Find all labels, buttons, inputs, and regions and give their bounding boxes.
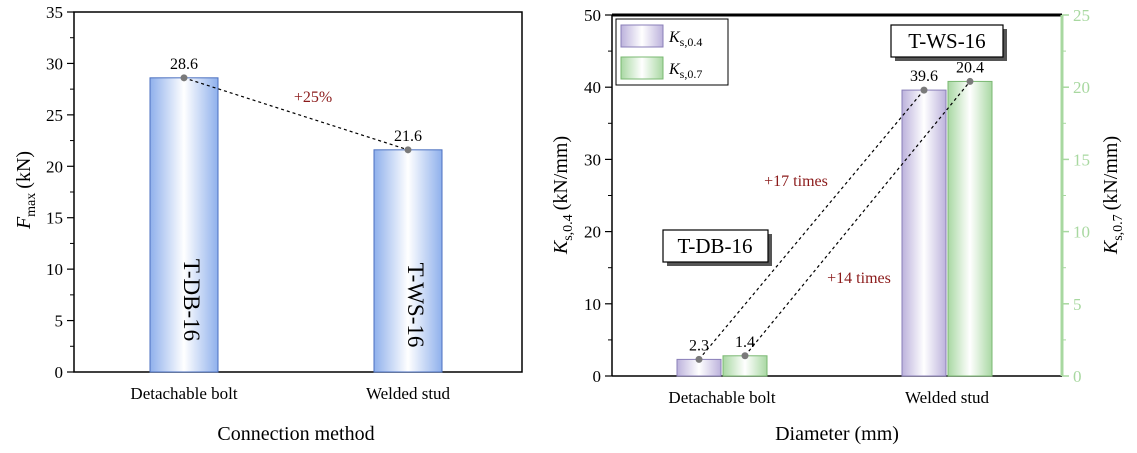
right-marker-ks07-1: [966, 77, 974, 85]
boxed-label-box: [662, 229, 769, 263]
left-y-tick-label: 35: [46, 3, 63, 22]
left-marker-detachable-bolt: [180, 74, 188, 82]
right-marker-ks07-0: [741, 352, 749, 360]
right-left-y-tick-label: 50: [584, 6, 601, 25]
boxed-label-box: [890, 24, 1004, 58]
left-y-tick-label: 20: [46, 157, 63, 176]
right-boxed-label-t-ws-16: T-WS-16: [890, 24, 1007, 61]
right-left-y-tick-label: 0: [593, 367, 602, 386]
right-left-y-tick-label: 10: [584, 295, 601, 314]
right-annotation-ks07: +14 times: [827, 270, 891, 287]
right-left-y-title-sub: s,0.4: [561, 214, 576, 240]
left-category-label-0: Detachable bolt: [130, 384, 237, 403]
right-right-y-tick-label: 0: [1073, 367, 1082, 386]
left-plot-frame: [73, 11, 523, 373]
boxed-label-text: T-DB-16: [677, 234, 752, 258]
right-right-y-tick-label: 15: [1073, 150, 1090, 169]
left-chart: 0 5 10 15 20 25 30 35 28.6 21.6 +25% T-DB-16 T-…: [13, 3, 523, 445]
left-y-tick-label: 30: [46, 54, 63, 73]
right-bar-ks04-welded-stud: [901, 89, 947, 377]
left-bar-detachable-bolt: [149, 77, 219, 373]
legend-swatch-ks04: [620, 24, 664, 48]
right-right-y-tick-label: 25: [1073, 6, 1090, 25]
right-value-label-ks07-0: 1.4: [735, 334, 755, 351]
left-increase-annotation: +25%: [294, 89, 332, 106]
right-right-y-title-main: K: [1100, 239, 1122, 255]
left-y-tick-label: 10: [46, 260, 63, 279]
right-annotation-ks04: +17 times: [764, 173, 828, 190]
left-y-axis: 0 5 10 15 20 25 30 35: [46, 3, 74, 382]
left-y-title-sub: max: [24, 193, 39, 217]
left-bar-label-1: T-WS-16: [403, 263, 428, 348]
left-x-axis-title: Connection method: [217, 423, 374, 445]
right-value-label-ks04-1: 39.6: [910, 68, 938, 85]
boxed-label-text: T-WS-16: [908, 29, 985, 53]
left-value-label-1: 21.6: [394, 128, 422, 145]
right-value-label-ks07-1: 20.4: [956, 59, 984, 76]
legend-label-ks04-main: K: [668, 29, 681, 46]
legend-label-ks07: Ks,0.7: [668, 61, 702, 81]
right-y-axes: 0 10 20 30 40 50 0 5 10 15 20 25: [584, 6, 1090, 386]
right-category-label-1: Welded stud: [905, 388, 990, 407]
right-marker-ks04-0: [695, 355, 703, 363]
left-y-tick-label: 25: [46, 106, 63, 125]
right-right-y-tick-label: 20: [1073, 78, 1090, 97]
left-category-label-1: Welded stud: [366, 384, 451, 403]
legend-label-ks07-sub: s,0.7: [680, 67, 703, 81]
right-right-y-title-unit: (kN/mm): [1100, 136, 1122, 210]
right-right-y-title-sub: s,0.7: [1111, 214, 1126, 240]
left-bar-welded-stud: [373, 149, 443, 373]
legend-swatch-ks07: [620, 56, 664, 80]
right-bar-ks07-welded-stud: [947, 80, 993, 377]
right-legend: Ks,0.4 Ks,0.7: [615, 18, 729, 86]
legend-label-ks04: Ks,0.4: [668, 29, 702, 49]
right-boxed-label-t-db-16: T-DB-16: [662, 229, 772, 266]
right-trend-line-ks04: [698, 89, 925, 360]
right-marker-ks04-1: [920, 86, 928, 94]
left-value-label-0: 28.6: [170, 56, 198, 73]
right-left-y-axis-title: Ks,0.4 (kN/mm): [550, 136, 576, 255]
left-y-tick-label: 0: [55, 363, 64, 382]
right-right-y-tick-label: 5: [1073, 295, 1082, 314]
left-y-axis-title: Fmax (kN): [13, 151, 39, 230]
right-right-y-axis-title: Ks,0.7 (kN/mm): [1100, 136, 1126, 255]
right-value-label-ks04-0: 2.3: [689, 337, 709, 354]
left-marker-welded-stud: [404, 146, 412, 154]
legend-label-ks04-sub: s,0.4: [680, 35, 703, 49]
right-category-label-0: Detachable bolt: [668, 388, 775, 407]
left-y-tick-label: 15: [46, 209, 63, 228]
right-left-y-tick-label: 20: [584, 223, 601, 242]
right-right-y-tick-label: 10: [1073, 223, 1090, 242]
right-left-y-tick-label: 40: [584, 78, 601, 97]
right-left-y-title-main: K: [550, 239, 572, 255]
right-trend-line-ks07: [744, 81, 971, 357]
left-y-tick-label: 5: [55, 312, 64, 331]
legend-label-ks07-main: K: [668, 61, 681, 78]
right-left-y-title-unit: (kN/mm): [550, 136, 572, 210]
left-y-title-unit: (kN): [13, 151, 35, 189]
left-y-title-main: F: [13, 216, 35, 230]
right-left-y-tick-label: 30: [584, 150, 601, 169]
left-bar-label-0: T-DB-16: [179, 259, 204, 341]
right-x-axis-title: Diameter (mm): [775, 423, 899, 445]
